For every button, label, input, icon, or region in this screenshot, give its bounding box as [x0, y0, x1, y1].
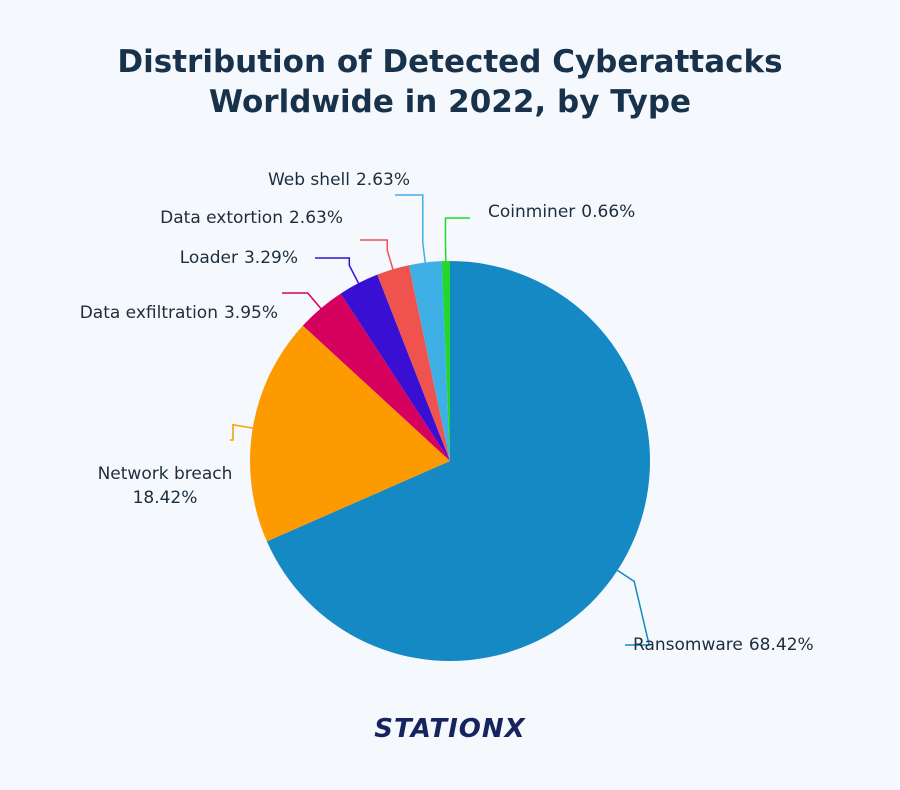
logo: STATIONX	[374, 714, 526, 744]
pie-slice	[441, 261, 450, 461]
leader-line	[360, 239, 395, 272]
label-value: 0.66%	[581, 202, 635, 222]
leader-line	[282, 292, 323, 311]
data-label: Loader 3.29%	[180, 248, 298, 268]
label-category: Web shell	[268, 170, 350, 190]
pie-slice	[250, 325, 450, 542]
data-label: Coinminer 0.66%	[488, 202, 635, 222]
data-label: Web shell 2.63%	[268, 170, 410, 190]
leader-line	[444, 217, 470, 264]
label-category: Data extortion	[160, 208, 283, 228]
label-value: 3.29%	[244, 248, 298, 268]
pie-slice	[302, 293, 450, 461]
label-category: Loader	[180, 248, 238, 268]
chart-title: Distribution of Detected Cyberattacks Wo…	[117, 44, 783, 120]
leader-line	[395, 194, 427, 265]
data-label: Network breach 18.42%	[98, 464, 233, 508]
pie-slice	[408, 261, 450, 461]
label-category: Data exfiltration	[80, 303, 218, 323]
pie-slice	[377, 265, 450, 461]
label-value: 18.42%	[133, 488, 198, 508]
pie-slice	[340, 274, 450, 461]
label-category: Network breach	[98, 464, 233, 484]
data-label: Ransomware 68.42%	[633, 635, 814, 655]
label-category: Ransomware	[633, 635, 743, 655]
data-label: Data exfiltration 3.95%	[80, 303, 278, 323]
data-label: Data extortion 2.63%	[160, 208, 343, 228]
leader-line	[230, 423, 255, 441]
leader-line	[615, 568, 651, 646]
leader-line	[315, 257, 361, 286]
label-value: 2.63%	[356, 170, 410, 190]
pie-slice	[266, 261, 650, 661]
label-value: 3.95%	[224, 303, 278, 323]
label-value: 68.42%	[749, 635, 814, 655]
label-category: Coinminer	[488, 202, 575, 222]
label-value: 2.63%	[289, 208, 343, 228]
